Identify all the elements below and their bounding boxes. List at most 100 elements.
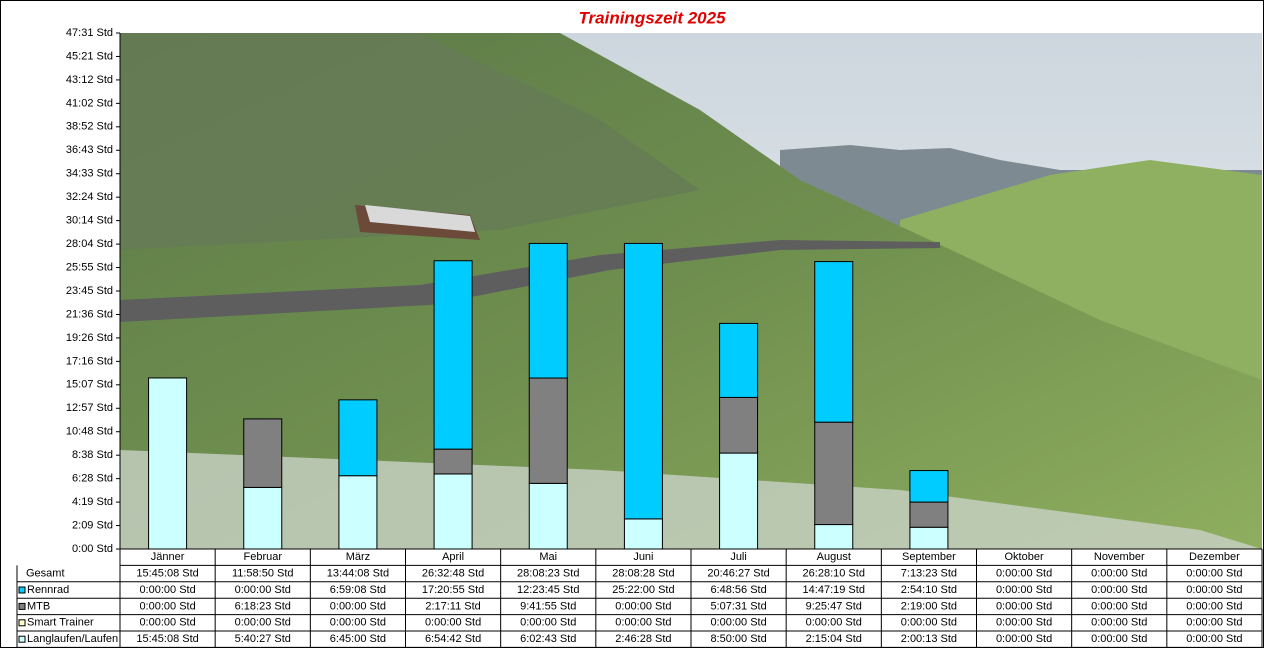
bar-segment [909,526,949,550]
x-tick-label: Februar [243,551,282,563]
value-label: 0:00:00 Std [806,617,862,629]
bar-segment [719,452,759,550]
x-tick-label: März [346,551,370,563]
y-tick-label: 30:14 Std [66,215,113,227]
bar-segment [338,399,378,477]
bar-segment [528,242,568,379]
value-label: 0:00:00 Std [1091,633,1147,645]
y-tick-label: 23:45 Std [66,285,113,297]
value-label: 8:50:00 Std [710,633,766,645]
bar-segment [814,261,854,423]
x-tick-label: Juni [633,551,653,563]
y-tick-label: 25:55 Std [66,261,113,273]
y-tick-label: 28:04 Std [66,238,113,250]
value-label: 0:00:00 Std [1091,600,1147,612]
total-label: 0:00:00 Std [1091,568,1147,580]
x-tick-label: September [902,551,956,563]
value-label: 9:25:47 Std [806,600,862,612]
value-label: 0:00:00 Std [996,633,1052,645]
value-label: 12:23:45 Std [517,584,579,596]
y-tick-label: 45:21 Std [66,50,113,62]
y-tick-label: 38:52 Std [66,121,113,133]
value-label: 6:59:08 Std [330,584,386,596]
value-label: 5:07:31 Std [710,600,766,612]
value-label: 0:00:00 Std [615,617,671,629]
value-label: 0:00:00 Std [330,600,386,612]
value-label: 6:48:56 Std [710,584,766,596]
value-label: 5:40:27 Std [235,633,291,645]
y-tick-label: 17:16 Std [66,355,113,367]
value-label: 2:15:04 Std [806,633,862,645]
value-label: 2:54:10 Std [901,584,957,596]
value-label: 0:00:00 Std [520,617,576,629]
total-row-label: Gesamt [26,568,65,580]
y-tick-label: 32:24 Std [66,191,113,203]
bar-segment [623,518,663,550]
value-label: 2:46:28 Std [615,633,671,645]
total-label: 20:46:27 Std [707,568,769,580]
x-tick-label: Oktober [1005,551,1044,563]
total-label: 28:08:28 Std [612,568,674,580]
x-tick-label: April [442,551,464,563]
value-label: 0:00:00 Std [139,600,195,612]
value-label: 0:00:00 Std [710,617,766,629]
y-tick-label: 6:28 Std [72,473,113,485]
bar-segment [338,475,378,550]
value-label: 6:18:23 Std [235,600,291,612]
bar-segment [623,242,663,520]
legend-label: MTB [27,600,50,612]
total-label: 0:00:00 Std [996,568,1052,580]
bar-segment [528,482,568,550]
y-tick-label: 43:12 Std [66,74,113,86]
value-label: 0:00:00 Std [901,617,957,629]
y-tick-label: 4:19 Std [72,496,113,508]
legend-label: Rennrad [27,584,69,596]
total-label: 0:00:00 Std [1186,568,1242,580]
total-label: 26:28:10 Std [803,568,865,580]
total-label: 7:13:23 Std [901,568,957,580]
x-tick-label: Juli [730,551,747,563]
bar-segment [528,377,568,484]
value-label: 0:00:00 Std [1186,633,1242,645]
y-tick-label: 36:43 Std [66,144,113,156]
value-label: 0:00:00 Std [330,617,386,629]
legend-swatch [18,602,26,610]
value-label: 0:00:00 Std [235,617,291,629]
y-tick-label: 2:09 Std [72,519,113,531]
bar-segment [433,448,473,475]
legend-swatch [18,586,26,594]
y-tick-label: 12:57 Std [66,402,113,414]
y-tick-label: 47:31 Std [66,27,113,39]
value-label: 0:00:00 Std [235,584,291,596]
bar-segment [243,418,283,488]
value-label: 0:00:00 Std [615,600,671,612]
value-label: 9:41:55 Std [520,600,576,612]
bar-segment [814,524,854,550]
background-photo [120,33,1262,549]
y-tick-label: 34:33 Std [66,168,113,180]
legend-label: Smart Trainer [27,617,94,629]
bar-segment [909,501,949,528]
y-tick-label: 41:02 Std [66,97,113,109]
value-label: 6:45:00 Std [330,633,386,645]
bar-segment [814,421,854,526]
value-label: 0:00:00 Std [425,617,481,629]
y-tick-label: 15:07 Std [66,379,113,391]
x-tick-label: November [1094,551,1145,563]
y-tick-label: 10:48 Std [66,426,113,438]
x-tick-label: Jänner [151,551,185,563]
bar-segment [719,396,759,454]
chart-title: Trainingszeit 2025 [578,8,726,27]
y-tick-label: 0:00 Std [72,543,113,555]
value-label: 0:00:00 Std [1186,600,1242,612]
value-label: 17:20:55 Std [422,584,484,596]
value-label: 0:00:00 Std [139,584,195,596]
x-tick-label: Dezember [1189,551,1240,563]
value-label: 0:00:00 Std [996,600,1052,612]
value-label: 2:17:11 Std [425,600,480,612]
total-label: 13:44:08 Std [327,568,389,580]
value-label: 0:00:00 Std [1091,584,1147,596]
total-label: 11:58:50 Std [232,568,294,580]
value-label: 25:22:00 Std [612,584,674,596]
